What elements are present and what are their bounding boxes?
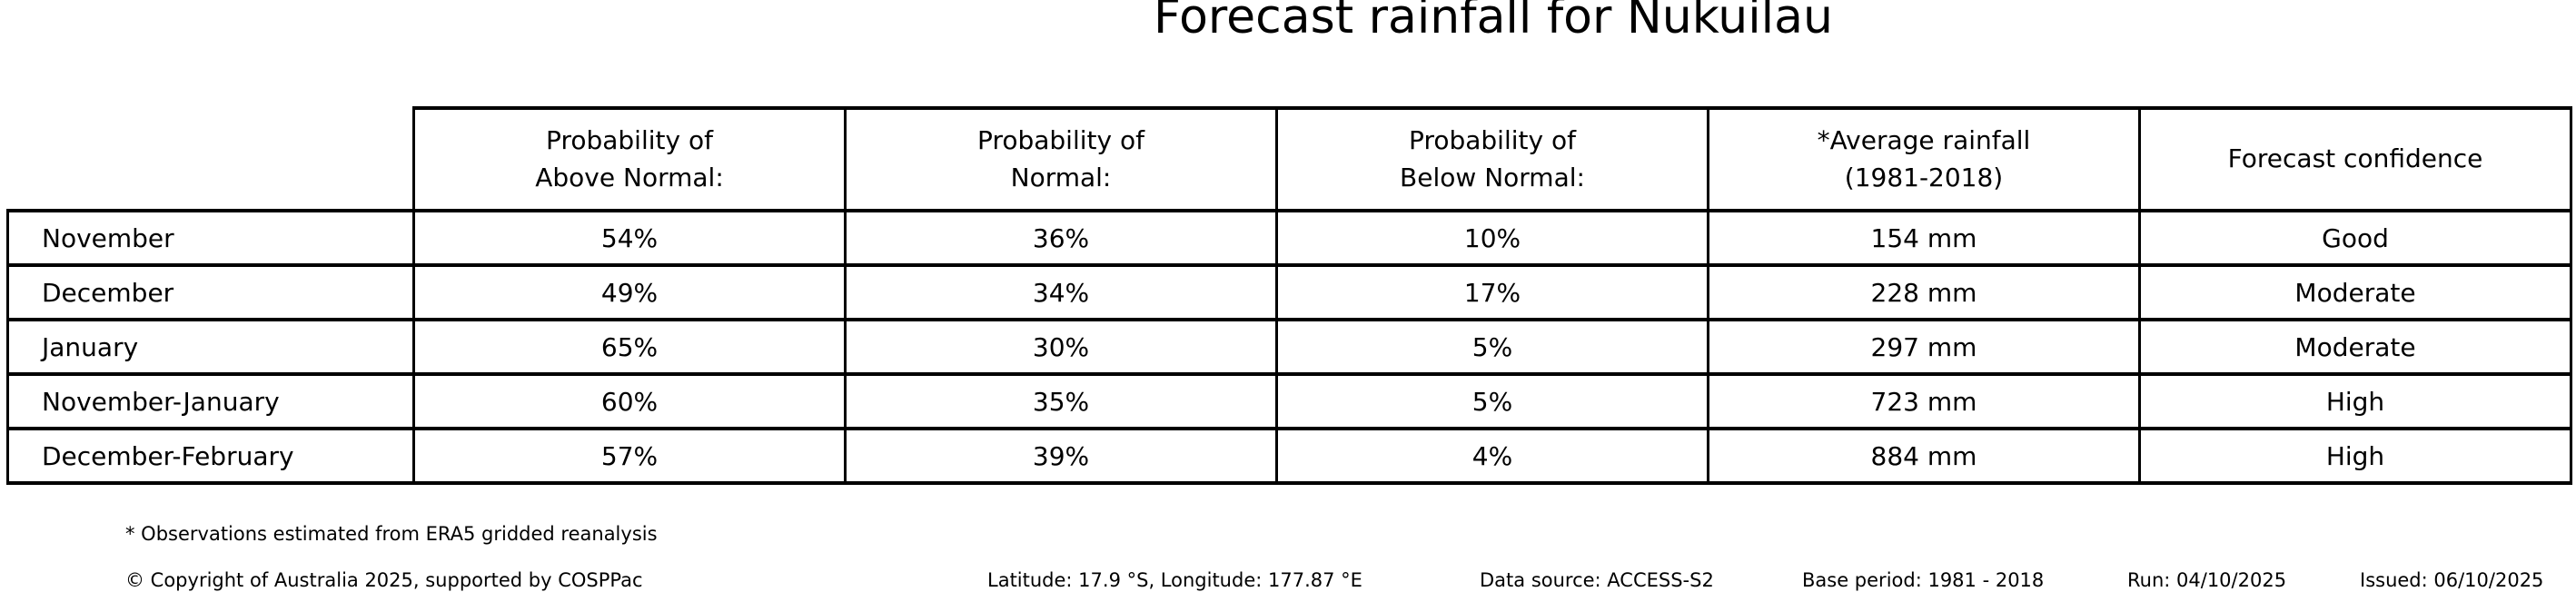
cell-forecast-confidence: Moderate <box>2138 318 2572 376</box>
run-date-text: Run: 04/10/2025 <box>2127 569 2287 591</box>
col-header-above-normal: Probability of Above Normal: <box>412 106 847 212</box>
cell-average-rainfall: 228 mm <box>1707 263 2141 321</box>
cell-above-normal: 65% <box>412 318 847 376</box>
cell-average-rainfall: 723 mm <box>1707 372 2141 430</box>
cell-below-normal: 17% <box>1275 263 1709 321</box>
cell-above-normal: 49% <box>412 263 847 321</box>
table-row: December-February 57% 39% 4% 884 mm High <box>6 427 2572 485</box>
table-row: November 54% 36% 10% 154 mm Good <box>6 209 2572 267</box>
data-source-text: Data source: ACCESS-S2 <box>1480 569 1714 591</box>
cell-normal: 34% <box>844 263 1278 321</box>
col-header-normal: Probability of Normal: <box>844 106 1278 212</box>
cell-average-rainfall: 297 mm <box>1707 318 2141 376</box>
header-row: Probability of Above Normal: Probability… <box>8 106 2572 212</box>
row-label-period: November-January <box>6 372 415 430</box>
table-row: January 65% 30% 5% 297 mm Moderate <box>6 318 2572 376</box>
cell-normal: 30% <box>844 318 1278 376</box>
cell-below-normal: 10% <box>1275 209 1709 267</box>
table-row: November-January 60% 35% 5% 723 mm High <box>6 372 2572 430</box>
cell-forecast-confidence: Moderate <box>2138 263 2572 321</box>
cell-forecast-confidence: High <box>2138 372 2572 430</box>
col-header-average-rainfall: *Average rainfall (1981-2018) <box>1707 106 2141 212</box>
row-label-period: December-February <box>6 427 415 485</box>
cell-below-normal: 5% <box>1275 318 1709 376</box>
location-text: Latitude: 17.9 °S, Longitude: 177.87 °E <box>987 569 1362 591</box>
cell-normal: 35% <box>844 372 1278 430</box>
header-empty-cell <box>8 108 414 211</box>
cell-above-normal: 60% <box>412 372 847 430</box>
cell-forecast-confidence: High <box>2138 427 2572 485</box>
cell-above-normal: 54% <box>412 209 847 267</box>
cell-forecast-confidence: Good <box>2138 209 2572 267</box>
observations-footnote: * Observations estimated from ERA5 gridd… <box>125 523 658 545</box>
cell-above-normal: 57% <box>412 427 847 485</box>
cell-average-rainfall: 884 mm <box>1707 427 2141 485</box>
base-period-text: Base period: 1981 - 2018 <box>1802 569 2045 591</box>
cell-average-rainfall: 154 mm <box>1707 209 2141 267</box>
forecast-table: Probability of Above Normal: Probability… <box>6 106 2572 485</box>
issued-date-text: Issued: 06/10/2025 <box>2360 569 2544 591</box>
col-header-below-normal: Probability of Below Normal: <box>1275 106 1709 212</box>
cell-below-normal: 4% <box>1275 427 1709 485</box>
table-row: December 49% 34% 17% 228 mm Moderate <box>6 263 2572 321</box>
row-label-period: December <box>6 263 415 321</box>
page-title: Forecast rainfall for Nukuilau <box>1154 0 1833 44</box>
row-label-period: November <box>6 209 415 267</box>
cell-below-normal: 5% <box>1275 372 1709 430</box>
cell-normal: 36% <box>844 209 1278 267</box>
cell-normal: 39% <box>844 427 1278 485</box>
row-label-period: January <box>6 318 415 376</box>
col-header-forecast-confidence: Forecast confidence <box>2138 106 2572 212</box>
copyright-text: © Copyright of Australia 2025, supported… <box>125 569 643 591</box>
